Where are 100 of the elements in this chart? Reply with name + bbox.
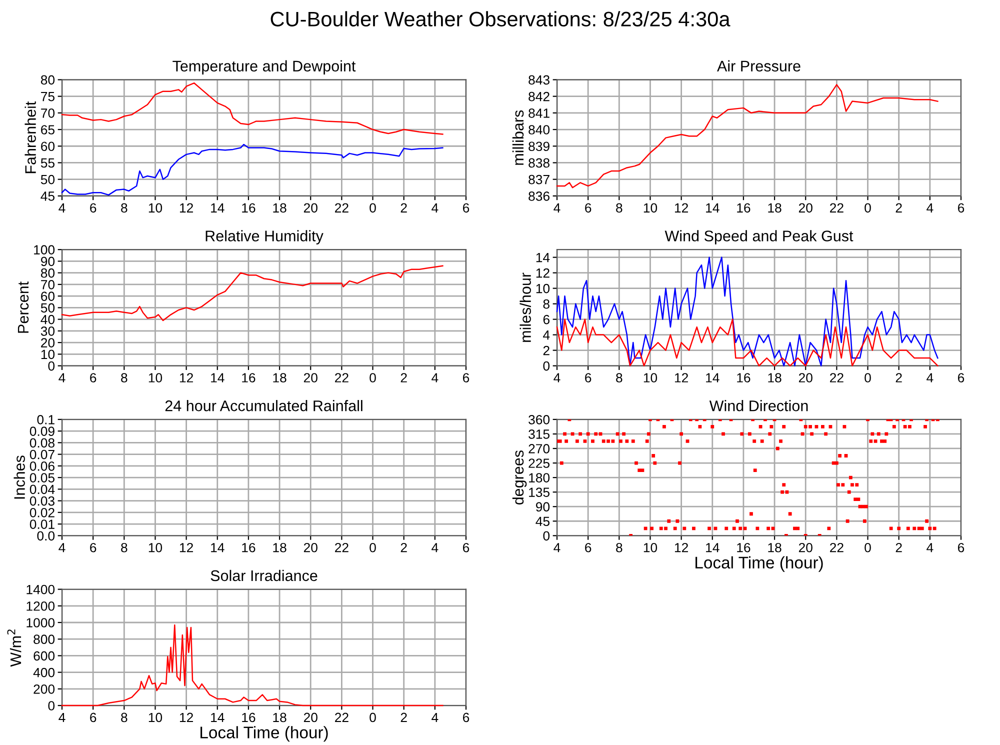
y-tick-label: 840 xyxy=(528,125,550,134)
x-tick-label: 10 xyxy=(644,373,658,382)
y-tick-label: 0.02 xyxy=(30,508,54,518)
x-tick-label: 14 xyxy=(706,373,720,382)
y-tick-label: 0 xyxy=(543,361,550,371)
x-tick-label: 16 xyxy=(737,542,750,552)
y-tick-label: 55 xyxy=(40,158,55,168)
x-tick-label: 4 xyxy=(926,543,934,552)
x-tick-label: 0 xyxy=(864,542,871,552)
y-tick-label: 75 xyxy=(41,92,55,102)
y-tick-label: 135 xyxy=(529,488,550,497)
x-tick-label: 18 xyxy=(768,203,782,213)
y-tick-label: 14 xyxy=(536,253,550,262)
x-tick-label: 4 xyxy=(926,203,934,212)
x-tick-label: 10 xyxy=(644,203,658,213)
x-tick-label: 22 xyxy=(335,542,348,552)
x-tick-label: 2 xyxy=(896,203,902,212)
x-tick-label: 4 xyxy=(432,712,438,722)
y-tick-label: 360 xyxy=(528,415,550,424)
x-axis-title: Local Time (hour) xyxy=(200,726,328,742)
x-tick-label: 20 xyxy=(304,373,318,382)
x-tick-label: 6 xyxy=(585,203,592,213)
chart-title: Wind Speed and Peak Gust xyxy=(664,230,854,244)
x-tick-label: 20 xyxy=(798,542,812,552)
x-tick-label: 8 xyxy=(121,203,128,213)
y-tick-label: 0.01 xyxy=(30,520,54,529)
x-tick-label: 4 xyxy=(554,203,560,212)
chart-title: Solar Irradiance xyxy=(210,570,318,582)
x-tick-label: 22 xyxy=(335,373,348,382)
x-tick-label: 10 xyxy=(148,373,162,382)
y-tick-label: 839 xyxy=(528,142,550,152)
y-tick-label: 225 xyxy=(528,458,550,468)
text: CU-Boulder Weather Observations: 8/23/25 4:30a xyxy=(270,11,730,26)
x-tick-label: 8 xyxy=(121,542,128,552)
x-tick-label: 6 xyxy=(90,542,96,552)
y-tick-label: 0 xyxy=(48,701,55,710)
x-tick-label: 6 xyxy=(585,542,592,552)
y-tick-label: 838 xyxy=(528,158,550,168)
y-tick-label: 70 xyxy=(41,280,55,290)
x-tick-label: 22 xyxy=(335,203,348,212)
y-tick-label: 80 xyxy=(40,75,55,85)
y-tick-label: 45 xyxy=(40,192,55,201)
y-axis-title: W/m$^{2}$ xyxy=(7,630,22,667)
x-tick-label: 8 xyxy=(616,373,622,382)
y-tick-label: 180 xyxy=(529,473,550,482)
x-tick-label: 12 xyxy=(674,203,688,212)
y-tick-label: 0.09 xyxy=(30,426,54,436)
y-tick-label: 90 xyxy=(41,256,55,266)
y-tick-label: 0.05 xyxy=(30,473,55,482)
x-tick-label: 4 xyxy=(58,203,66,212)
y-tick-label: 0.1 xyxy=(37,415,54,424)
x-tick-label: 16 xyxy=(242,373,256,382)
y-tick-label: 4 xyxy=(543,330,550,340)
x-tick-label: 4 xyxy=(926,373,934,382)
x-tick-label: 10 xyxy=(644,542,658,552)
y-tick-label: 10 xyxy=(536,284,550,294)
y-tick-label: 70 xyxy=(41,108,55,118)
x-tick-label: 2 xyxy=(400,712,407,722)
x-tick-label: 2 xyxy=(400,203,407,212)
x-tick-label: 20 xyxy=(304,203,318,213)
x-tick-label: 6 xyxy=(463,712,470,722)
x-tick-label: 8 xyxy=(616,203,622,213)
x-tick-label: 4 xyxy=(58,712,66,722)
x-tick-label: 6 xyxy=(585,373,592,382)
x-tick-label: 4 xyxy=(432,373,438,382)
y-tick-label: 50 xyxy=(40,174,55,184)
y-tick-label: 0.07 xyxy=(30,450,54,460)
x-tick-label: 10 xyxy=(148,542,162,552)
y-tick-label: 315 xyxy=(528,430,550,439)
x-tick-label: 20 xyxy=(304,542,318,552)
x-tick-label: 4 xyxy=(432,203,438,212)
x-tick-label: 4 xyxy=(58,543,66,552)
x-tick-label: 0 xyxy=(370,712,376,722)
x-tick-label: 12 xyxy=(180,712,193,722)
y-tick-label: 65 xyxy=(41,125,55,134)
y-tick-label: 270 xyxy=(528,444,550,454)
x-tick-label: 6 xyxy=(463,373,470,382)
y-tick-label: 841 xyxy=(528,108,550,118)
x-tick-label: 18 xyxy=(768,542,782,552)
y-axis-title: degrees xyxy=(512,450,527,505)
x-tick-label: 6 xyxy=(90,203,96,213)
x-tick-label: 4 xyxy=(554,373,560,382)
y-tick-label: 836 xyxy=(528,192,550,201)
y-tick-label: 80 xyxy=(40,268,55,278)
x-tick-label: 18 xyxy=(273,203,286,213)
y-tick-label: 20 xyxy=(41,338,55,348)
x-tick-label: 8 xyxy=(121,373,128,382)
y-tick-label: 10 xyxy=(41,350,55,360)
x-tick-label: 6 xyxy=(90,712,96,722)
x-tick-label: 10 xyxy=(148,712,162,722)
y-tick-label: 30 xyxy=(40,326,55,336)
x-tick-label: 16 xyxy=(242,542,256,552)
x-tick-label: 22 xyxy=(830,203,844,212)
x-tick-label: 14 xyxy=(706,543,720,552)
y-tick-label: 6 xyxy=(543,314,550,324)
y-tick-label: 8 xyxy=(543,299,550,309)
x-tick-label: 0 xyxy=(864,203,871,213)
x-tick-label: 0 xyxy=(370,542,376,552)
y-tick-label: 90 xyxy=(536,502,550,512)
x-tick-label: 14 xyxy=(211,543,224,552)
